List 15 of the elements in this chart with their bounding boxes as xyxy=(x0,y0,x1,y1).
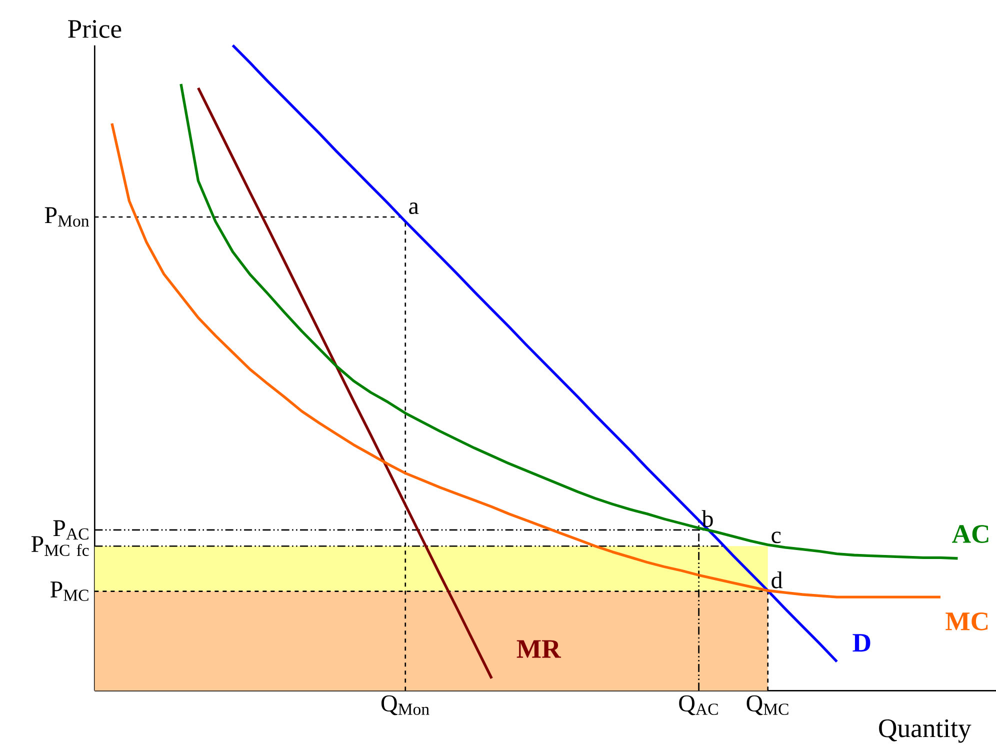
y-axis-title: Price xyxy=(68,20,122,38)
series-label: MC xyxy=(946,612,988,630)
series-label: MR xyxy=(516,640,562,658)
annotation: b xyxy=(702,510,713,527)
series-label: AC xyxy=(952,524,988,543)
series-label: D xyxy=(852,634,870,652)
x-tick-label: Q$_{Mon}$ xyxy=(381,695,430,715)
annotation: c xyxy=(772,531,781,544)
x-axis-title: Quantity xyxy=(879,719,972,743)
ref-line-label: $\mathrm{P}_{\mathrm{Mon}}$ xyxy=(44,207,90,226)
x-tick-label: Q$_{MC}$ xyxy=(746,695,788,715)
annotation: d xyxy=(772,571,782,588)
ref-line-label: $\mathrm{P}_{\mathrm{MC}}$ xyxy=(50,581,88,601)
x-tick-label: Q$_{AC}$ xyxy=(679,695,718,715)
annotation: a xyxy=(409,202,419,214)
